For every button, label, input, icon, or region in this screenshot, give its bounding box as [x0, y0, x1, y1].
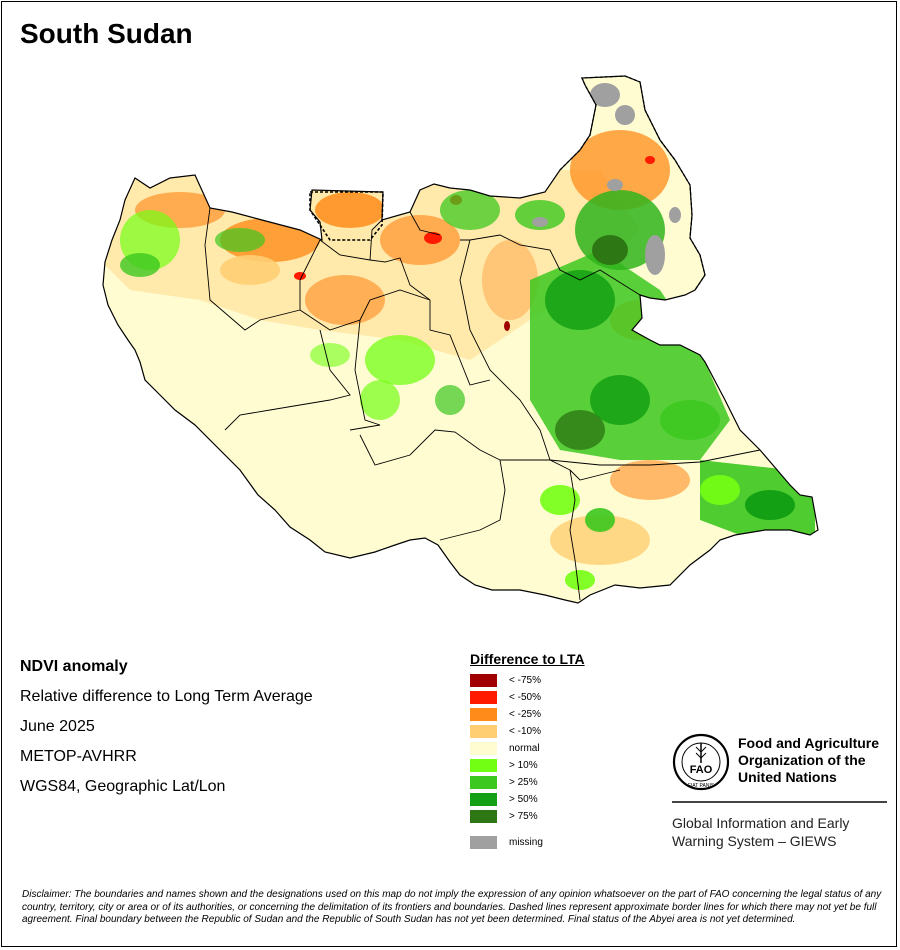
- fao-logo-icon: FAO FIAT PANIS: [672, 733, 730, 791]
- legend-swatch: [470, 741, 497, 755]
- legend-item: < -10%: [470, 724, 541, 738]
- legend-swatch: [470, 673, 497, 687]
- legend-label: > 10%: [509, 759, 538, 771]
- legend-label: < -50%: [509, 691, 541, 703]
- map-raster: [103, 76, 818, 603]
- disputed-border-northeast: [559, 75, 706, 291]
- period: June 2025: [20, 718, 95, 735]
- legend-label: > 75%: [509, 810, 538, 822]
- legend-item: normal: [470, 741, 540, 755]
- legend-item: > 75%: [470, 809, 538, 823]
- organization-name-line3: United Nations: [738, 769, 837, 785]
- fao-logo-letters: FAO: [690, 764, 713, 776]
- legend-swatch: [470, 758, 497, 772]
- ndvi-anomaly-map: [102, 75, 819, 604]
- legend-swatch: [470, 792, 497, 806]
- sensor: METOP-AVHRR: [20, 748, 137, 765]
- legend-swatch: [470, 809, 497, 823]
- abyei-dashed-border: [309, 191, 384, 241]
- legend-label: > 25%: [509, 776, 538, 788]
- product-description: Relative difference to Long Term Average: [20, 688, 313, 705]
- legend-swatch-missing: [470, 835, 497, 849]
- legend-item: < -75%: [470, 673, 541, 687]
- state-boundaries: [204, 207, 761, 601]
- disclaimer: Disclaimer: The boundaries and names sho…: [22, 889, 882, 925]
- giews-line2: Warning System – GIEWS: [672, 833, 837, 849]
- giews-line1: Global Information and Early: [672, 815, 850, 831]
- legend-label: < -25%: [509, 708, 541, 720]
- legend-label: < -75%: [509, 674, 541, 686]
- legend-title: Difference to LTA: [470, 651, 585, 667]
- legend-item: > 10%: [470, 758, 538, 772]
- giews-name: Global Information and Early Warning Sys…: [672, 814, 892, 850]
- legend-swatch: [470, 707, 497, 721]
- legend-item: > 50%: [470, 792, 538, 806]
- legend-label-missing: missing: [509, 836, 543, 848]
- legend-item: > 25%: [470, 775, 538, 789]
- legend-swatch: [470, 775, 497, 789]
- fao-logo-motto: FIAT PANIS: [688, 783, 715, 789]
- projection: WGS84, Geographic Lat/Lon: [20, 778, 226, 795]
- organization-name: Food and Agriculture Organization of the…: [738, 735, 898, 786]
- legend-item-missing: missing: [470, 835, 543, 849]
- legend-item: < -25%: [470, 707, 541, 721]
- legend-label: < -10%: [509, 725, 541, 737]
- legend-label: > 50%: [509, 793, 538, 805]
- organization-name-line1: Food and Agriculture: [738, 735, 880, 751]
- organization-divider: [672, 801, 887, 803]
- legend-label: normal: [509, 742, 540, 754]
- product-name: NDVI anomaly: [20, 658, 128, 675]
- legend-swatch: [470, 690, 497, 704]
- legend-item: < -50%: [470, 690, 541, 704]
- map-title: South Sudan: [20, 18, 193, 49]
- organization-name-line2: Organization of the: [738, 752, 866, 768]
- legend-swatch: [470, 724, 497, 738]
